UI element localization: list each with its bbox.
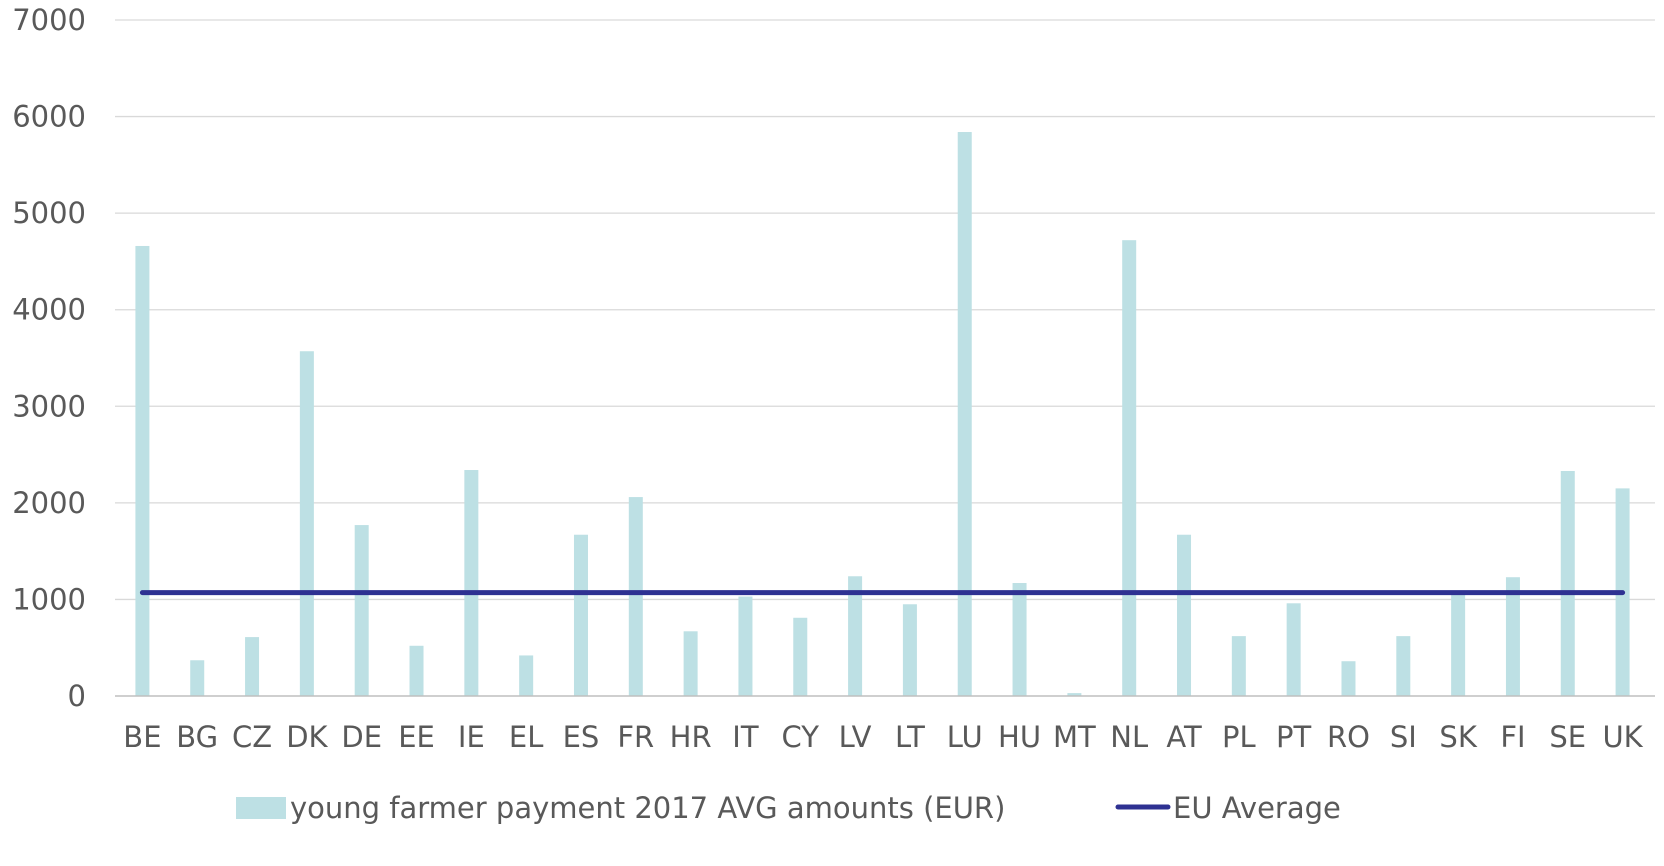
x-tick-label: DK — [286, 720, 328, 754]
bar — [245, 637, 260, 696]
y-tick-label: 1000 — [12, 582, 86, 616]
x-tick-label: PL — [1222, 720, 1256, 754]
y-axis-tick-labels: 0 1000 2000 3000 4000 5000 6000 7000 — [12, 3, 86, 713]
bar — [683, 631, 698, 696]
x-tick-label: SE — [1549, 720, 1586, 754]
bar — [848, 576, 863, 696]
bar — [1012, 583, 1027, 696]
x-tick-label: CZ — [232, 720, 272, 754]
x-tick-label: FI — [1500, 720, 1525, 754]
legend-label-bars: young farmer payment 2017 AVG amounts (E… — [290, 791, 1005, 825]
bar — [1177, 534, 1192, 696]
x-tick-label: RO — [1327, 720, 1370, 754]
bar — [738, 596, 753, 696]
bar — [573, 534, 588, 696]
bar — [409, 645, 424, 696]
bar — [793, 617, 808, 696]
bar — [957, 132, 972, 697]
x-tick-label: EL — [509, 720, 543, 754]
x-axis-tick-labels: BE BG CZ DK DE EE IE EL ES FR HR IT CY LV LT LU HU MT NL AT… — [123, 720, 1643, 754]
x-tick-label: AT — [1166, 720, 1202, 754]
bar — [190, 660, 205, 696]
bar-series — [135, 132, 1630, 697]
bar — [1122, 240, 1137, 696]
x-tick-label: SI — [1390, 720, 1417, 754]
bar — [1396, 636, 1411, 696]
x-tick-label: ES — [563, 720, 600, 754]
bar — [299, 351, 314, 696]
x-tick-label: HU — [998, 720, 1041, 754]
x-tick-label: BE — [123, 720, 161, 754]
y-tick-label: 3000 — [12, 389, 86, 423]
x-tick-label: NL — [1110, 720, 1148, 754]
y-tick-label: 4000 — [12, 293, 86, 327]
x-tick-label: LV — [839, 720, 872, 754]
x-tick-label: BG — [176, 720, 218, 754]
y-tick-label: 2000 — [12, 486, 86, 520]
y-tick-label: 6000 — [12, 100, 86, 134]
legend: young farmer payment 2017 AVG amounts (E… — [236, 791, 1341, 825]
bar — [1451, 591, 1466, 696]
bar — [1341, 661, 1356, 696]
x-tick-label: HR — [670, 720, 712, 754]
bar — [135, 245, 150, 696]
bar — [464, 470, 479, 696]
x-tick-label: MT — [1053, 720, 1096, 754]
x-tick-label: CY — [782, 720, 820, 754]
y-tick-label: 0 — [68, 679, 86, 713]
bar — [1560, 470, 1575, 696]
y-tick-label: 7000 — [12, 3, 86, 37]
bar — [1505, 577, 1520, 696]
x-tick-label: IE — [458, 720, 485, 754]
bar — [1067, 693, 1082, 696]
x-tick-label: LT — [895, 720, 925, 754]
y-tick-label: 5000 — [12, 196, 86, 230]
legend-label-line: EU Average — [1173, 791, 1341, 825]
bar — [354, 525, 369, 696]
x-tick-label: LU — [947, 720, 983, 754]
x-tick-label: DE — [341, 720, 382, 754]
x-tick-label: IT — [732, 720, 759, 754]
x-tick-label: FR — [617, 720, 654, 754]
x-tick-label: PT — [1276, 720, 1311, 754]
gridlines — [115, 19, 1655, 601]
x-tick-label: UK — [1602, 720, 1643, 754]
bar — [902, 604, 917, 696]
bar — [519, 655, 534, 696]
bar — [628, 497, 643, 696]
bar — [1231, 636, 1246, 696]
legend-swatch-bars — [236, 797, 286, 819]
bar — [1286, 603, 1301, 696]
x-tick-label: SK — [1439, 720, 1477, 754]
x-tick-label: EE — [398, 720, 435, 754]
